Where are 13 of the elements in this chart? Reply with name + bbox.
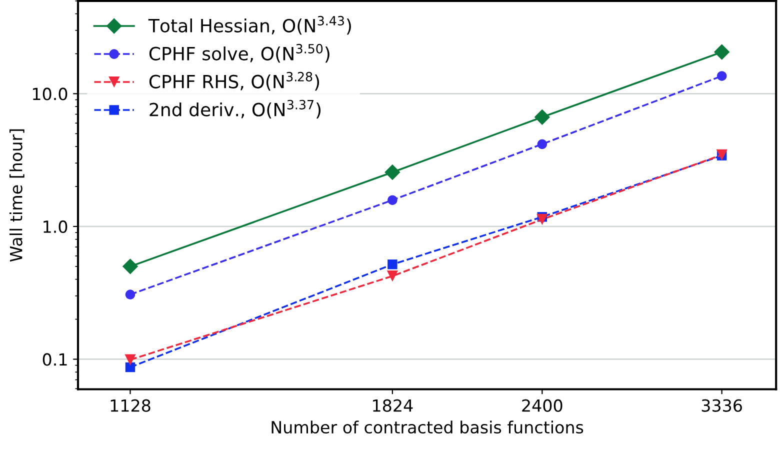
legend-label: Total Hessian, O(N$^{3.43}$) bbox=[148, 16, 351, 35]
x-tick-label: 3336 bbox=[702, 399, 742, 412]
legend-label: CPHF solve, O(N$^{3.50}$) bbox=[149, 44, 330, 63]
y-tick-label: 0.1 bbox=[42, 353, 67, 366]
y-tick-label: 1.0 bbox=[44, 220, 68, 234]
x-tick-label: 2400 bbox=[522, 399, 562, 412]
x-axis-title: Number of contracted basis functions bbox=[272, 420, 584, 434]
legend-label: CPHF RHS, O(N$^{3.28}$) bbox=[149, 72, 320, 91]
legend-label: 2nd deriv., O(N$^{3.37}$) bbox=[150, 100, 321, 119]
y-tick-label: 10.0 bbox=[33, 88, 68, 100]
x-tick-label: 1128 bbox=[110, 399, 150, 412]
x-tick-label: 1824 bbox=[373, 399, 413, 412]
y-axis-title: Wall time [hour] bbox=[9, 129, 24, 262]
